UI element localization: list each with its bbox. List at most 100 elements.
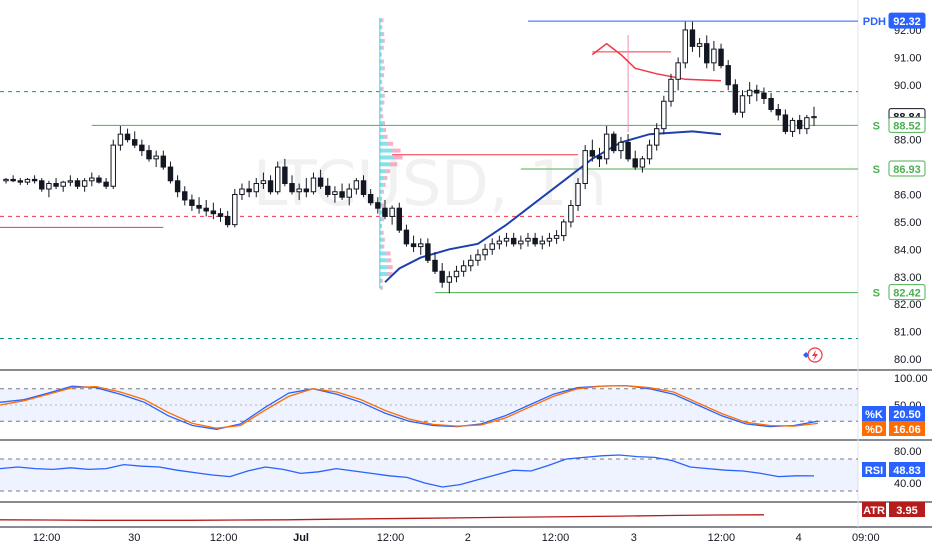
- candle-body: [375, 202, 381, 209]
- candle-body: [275, 166, 281, 193]
- candle: [668, 73, 674, 107]
- volume-profile-bar: [379, 189, 383, 194]
- candle-body: [353, 180, 360, 190]
- candle-body: [360, 180, 367, 195]
- candle-body: [718, 48, 724, 67]
- price-tick-label: 85.00: [894, 217, 922, 229]
- atr-value-box: [889, 502, 925, 517]
- candle: [496, 235, 503, 250]
- candle-body: [81, 180, 88, 187]
- candle-body: [303, 188, 310, 193]
- price-tick-label: 82.00: [894, 299, 922, 311]
- candle: [589, 139, 596, 162]
- candle: [267, 175, 274, 195]
- candle: [789, 117, 796, 137]
- candle: [46, 180, 52, 198]
- candle-body: [96, 177, 102, 183]
- candle-body: [653, 128, 660, 146]
- candle-body: [761, 92, 767, 100]
- stoch-tick-label: 100.00: [894, 373, 928, 385]
- time-tick-label: 12:00: [377, 532, 405, 544]
- candle-body: [789, 119, 796, 132]
- candle-body: [582, 150, 588, 185]
- candle-body: [568, 204, 574, 223]
- rsi-line: [0, 454, 815, 488]
- flash-icon-glyph: [812, 350, 818, 361]
- candle: [289, 175, 295, 195]
- volume-profile-bar: [379, 155, 394, 160]
- candle-body: [682, 29, 689, 64]
- candle: [689, 21, 696, 52]
- candle-body: [396, 207, 402, 231]
- volume-profile-bar: [382, 121, 385, 126]
- candle-body: [668, 78, 674, 102]
- candle: [325, 178, 331, 198]
- price-tick-label: 81.00: [894, 327, 922, 339]
- volume-profile-bar: [379, 182, 384, 187]
- candle-body: [704, 43, 710, 64]
- candle-body: [196, 204, 202, 209]
- volume-profile-bar: [379, 38, 383, 43]
- stoch-k-value-box: [889, 406, 925, 421]
- candle: [460, 260, 467, 277]
- candle-body: [160, 155, 167, 168]
- candle: [682, 21, 689, 69]
- candle: [153, 150, 159, 168]
- candle-body: [711, 48, 717, 64]
- candle: [489, 238, 495, 255]
- stoch-k-tag: %K: [865, 409, 883, 421]
- volume-profile-bar: [381, 285, 383, 290]
- volume-profile-bar: [384, 176, 388, 181]
- candle: [575, 178, 581, 211]
- candle-body: [67, 180, 74, 183]
- volume-profile-bar: [379, 25, 382, 30]
- rsi-tick-label: 40.00: [894, 478, 922, 490]
- candle-body: [482, 248, 488, 256]
- stoch-k-tag-box: [862, 406, 886, 421]
- volume-profile-bar: [379, 121, 383, 126]
- candle: [24, 178, 31, 185]
- candle: [239, 183, 245, 200]
- price-tick-label: 86.00: [894, 189, 922, 201]
- volume-profile-bar: [382, 100, 385, 105]
- candle: [160, 150, 167, 170]
- time-tick-label: 12:00: [210, 532, 238, 544]
- candle: [303, 178, 310, 198]
- candle: [775, 103, 781, 121]
- candle-body: [74, 180, 81, 187]
- candle-body: [603, 133, 610, 160]
- volume-profile-bar: [382, 59, 384, 64]
- stoch-k-line: [0, 384, 819, 430]
- candle-body: [689, 29, 696, 47]
- candle-body: [17, 180, 24, 183]
- candle-body: [782, 114, 789, 132]
- candle-body: [625, 141, 631, 160]
- atr-value: 3.95: [896, 505, 917, 517]
- volume-profile-bar: [382, 66, 385, 71]
- candle: [653, 123, 660, 151]
- volume-profile-bar: [379, 230, 383, 235]
- candle: [639, 156, 646, 173]
- stoch-d-value: 16.06: [893, 424, 921, 436]
- candle-body: [246, 188, 252, 193]
- candle-body: [589, 150, 596, 157]
- price-tick-label: 88.00: [894, 135, 922, 147]
- candle: [503, 232, 510, 247]
- volume-profile-bar: [392, 148, 401, 153]
- candle-body: [346, 188, 352, 198]
- candle-body: [153, 155, 159, 160]
- candle: [539, 235, 545, 250]
- volume-profile-bar: [384, 134, 388, 139]
- volume-profile-bar: [379, 162, 391, 167]
- candle-body: [746, 89, 753, 97]
- volume-profile-bar: [381, 278, 383, 283]
- volume-profile-bar: [387, 272, 393, 277]
- volume-profile-bar: [379, 217, 383, 222]
- volume-profile-bar: [382, 203, 384, 208]
- volume-profile-bar: [379, 93, 383, 98]
- candle-body: [804, 117, 810, 130]
- candle: [718, 43, 724, 69]
- candle: [804, 114, 810, 135]
- volume-profile-bar: [379, 196, 382, 201]
